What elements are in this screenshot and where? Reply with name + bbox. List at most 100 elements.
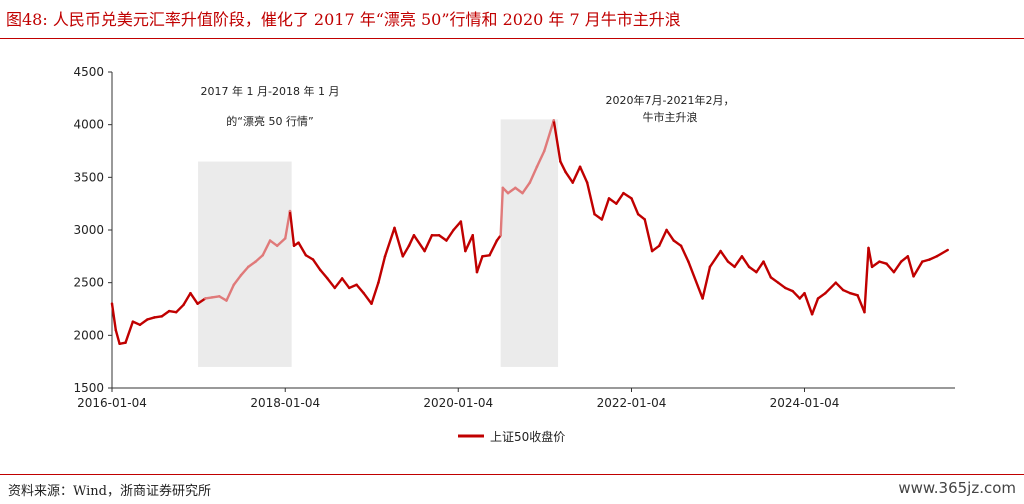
series-segment bbox=[719, 249, 730, 263]
series-segment bbox=[377, 255, 387, 284]
data-point bbox=[906, 255, 910, 258]
data-point bbox=[288, 209, 292, 213]
data-point bbox=[430, 234, 434, 237]
data-point bbox=[733, 265, 736, 269]
series-segment bbox=[776, 281, 787, 290]
data-point bbox=[326, 277, 329, 280]
data-point bbox=[495, 239, 499, 242]
data-point bbox=[726, 260, 730, 263]
data-point bbox=[863, 310, 866, 314]
series-segment bbox=[348, 283, 358, 290]
data-point bbox=[437, 234, 441, 237]
series-segment bbox=[362, 292, 373, 305]
series-segment bbox=[319, 268, 329, 280]
series-segment bbox=[232, 274, 243, 286]
data-point bbox=[762, 260, 765, 263]
data-point bbox=[803, 292, 806, 295]
data-point bbox=[615, 202, 618, 205]
data-point bbox=[423, 249, 426, 253]
data-point bbox=[475, 270, 479, 274]
data-point bbox=[701, 297, 704, 300]
x-tick-label: 2022-01-04 bbox=[597, 396, 667, 410]
series-segment bbox=[726, 260, 736, 269]
series-segment bbox=[131, 320, 142, 326]
annotation-2017-line1: 2017 年 1 月-2018 年 1 月 bbox=[201, 84, 340, 98]
data-point bbox=[506, 191, 510, 195]
data-point bbox=[333, 286, 336, 290]
series-segment bbox=[849, 292, 859, 297]
series-segment bbox=[488, 239, 499, 257]
series-segment bbox=[247, 260, 257, 269]
series-segment bbox=[288, 209, 296, 248]
series-segment bbox=[261, 239, 272, 257]
data-point bbox=[210, 296, 214, 299]
series-segment bbox=[471, 234, 479, 274]
series-segment bbox=[452, 220, 463, 232]
series-segment bbox=[593, 212, 604, 221]
data-point bbox=[499, 234, 502, 237]
series-segment bbox=[268, 239, 279, 248]
data-point bbox=[755, 270, 758, 274]
series-segment bbox=[769, 276, 780, 284]
series-segment bbox=[521, 181, 532, 195]
data-point bbox=[834, 281, 837, 284]
data-point bbox=[196, 302, 199, 305]
series-segment bbox=[552, 119, 562, 163]
data-point bbox=[175, 310, 178, 314]
series-segment bbox=[863, 246, 870, 314]
data-point bbox=[607, 197, 611, 200]
data-point bbox=[841, 288, 845, 292]
series-segment bbox=[393, 226, 404, 258]
series-segment bbox=[528, 165, 539, 184]
data-point bbox=[153, 316, 156, 319]
series-segment bbox=[304, 254, 315, 261]
series-segment bbox=[383, 226, 396, 258]
data-point bbox=[377, 281, 380, 284]
data-point bbox=[810, 313, 814, 316]
series-segment bbox=[445, 228, 455, 242]
series-segment bbox=[437, 234, 448, 242]
data-point bbox=[912, 275, 915, 278]
series-segment bbox=[841, 288, 852, 295]
series-segment bbox=[543, 119, 555, 153]
series-segment bbox=[708, 249, 722, 269]
series-segment bbox=[643, 218, 654, 253]
data-point bbox=[189, 292, 192, 295]
data-point bbox=[514, 186, 517, 190]
data-point bbox=[292, 244, 296, 247]
figure-title: 图48: 人民币兑美元汇率升值阶段，催化了 2017 年“漂亮 50”行情和 2… bbox=[6, 10, 681, 29]
x-tick-label: 2016-01-04 bbox=[77, 396, 147, 410]
data-point bbox=[319, 268, 322, 272]
title-divider bbox=[0, 38, 1024, 39]
series-segment bbox=[740, 255, 751, 269]
data-point bbox=[383, 255, 387, 258]
shaded-period-2 bbox=[500, 119, 559, 367]
data-point bbox=[146, 318, 149, 321]
y-tick-label: 4000 bbox=[73, 118, 104, 132]
data-point bbox=[636, 213, 640, 216]
data-point bbox=[204, 297, 207, 300]
y-tick-label: 1500 bbox=[73, 381, 104, 395]
data-point bbox=[585, 181, 589, 184]
data-point bbox=[719, 249, 722, 253]
series-segment bbox=[514, 186, 524, 195]
data-point bbox=[138, 323, 142, 326]
series-segment bbox=[412, 234, 426, 253]
series-segment bbox=[370, 281, 380, 305]
data-point bbox=[679, 244, 683, 247]
data-point bbox=[921, 260, 924, 263]
series-segment bbox=[407, 234, 416, 248]
series-segment bbox=[333, 277, 344, 290]
series-segment bbox=[146, 316, 156, 321]
y-tick-label: 3000 bbox=[73, 223, 104, 237]
shaded-period-1 bbox=[198, 161, 292, 367]
data-point bbox=[946, 248, 949, 252]
series-segment bbox=[791, 289, 801, 300]
series-segment bbox=[189, 292, 199, 305]
data-point bbox=[622, 191, 625, 195]
series-segment bbox=[906, 255, 915, 278]
series-segment bbox=[733, 255, 744, 269]
data-point bbox=[118, 342, 121, 345]
data-point bbox=[355, 283, 358, 286]
series-segment bbox=[153, 315, 163, 319]
